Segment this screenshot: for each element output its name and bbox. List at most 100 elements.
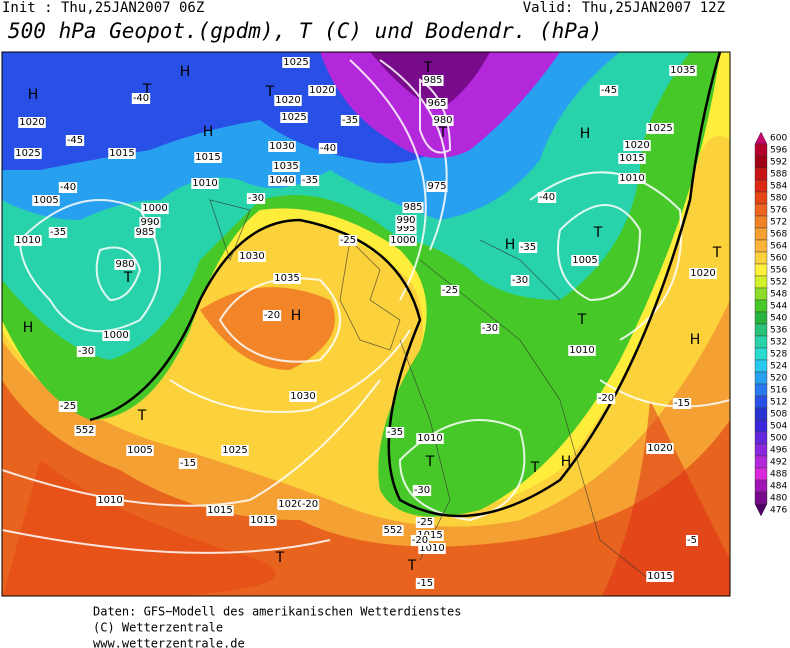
map-label: 1010	[619, 173, 644, 184]
map-label: 1025	[647, 123, 672, 134]
colorbar-label: 564	[770, 242, 787, 252]
label-box	[74, 425, 96, 436]
label-box	[410, 535, 430, 546]
map-label: 1015	[195, 152, 220, 163]
label-box	[18, 117, 46, 128]
map-label: -20	[302, 499, 318, 510]
map-label: 965	[427, 98, 446, 109]
footer-line: (C) Wetterzentrale	[93, 621, 223, 635]
colorbar-swatch	[754, 215, 768, 229]
map-label: 1020	[309, 85, 334, 96]
label-box	[418, 543, 446, 554]
label-box	[76, 346, 96, 357]
map-label: 990	[140, 217, 159, 228]
colorbar-label: 596	[770, 146, 787, 156]
label-box	[646, 123, 674, 134]
colorbar-swatch	[754, 131, 768, 145]
map-label: 1010	[417, 433, 442, 444]
label-box	[672, 398, 692, 409]
label-box	[108, 148, 136, 159]
colorbar-label: 520	[770, 374, 787, 384]
colorbar-swatch	[754, 467, 768, 481]
label-box	[262, 310, 282, 321]
colorbar-swatch	[754, 251, 768, 265]
map-label: -35	[50, 227, 66, 238]
map-label: T	[438, 125, 448, 141]
label-box	[415, 578, 435, 589]
map-label: -30	[78, 346, 94, 357]
map-label: H	[180, 64, 191, 80]
colorbar-swatch	[754, 443, 768, 457]
colorbar-swatch	[754, 311, 768, 325]
label-box	[646, 571, 674, 582]
colorbar-label: 536	[770, 326, 787, 336]
map-label: 1040	[269, 175, 294, 186]
colorbar-swatch	[754, 431, 768, 445]
label-box	[238, 251, 266, 262]
colorbar-label: 476	[770, 506, 787, 516]
label-box	[273, 273, 301, 284]
colorbar-swatch	[754, 167, 768, 181]
map-label: T	[407, 558, 417, 574]
colorbar-label: 568	[770, 230, 787, 240]
label-box	[58, 182, 78, 193]
map-label: 552	[75, 425, 94, 436]
map-label: H	[580, 126, 591, 142]
map-label: -40	[133, 93, 149, 104]
colorbar-label: 484	[770, 482, 787, 492]
map-label: 1020	[624, 140, 649, 151]
label-box	[599, 85, 619, 96]
label-box	[280, 112, 308, 123]
colorbar-label: 488	[770, 470, 787, 480]
map-label: 975	[427, 181, 446, 192]
map-label: 1000	[142, 203, 167, 214]
colorbar-label: 556	[770, 266, 787, 276]
map-label: 1000	[103, 330, 128, 341]
colorbar-swatch	[754, 191, 768, 205]
label-box	[338, 235, 358, 246]
colorbar-swatch	[754, 227, 768, 241]
colorbar-swatch	[754, 263, 768, 277]
colorbar-swatch	[754, 371, 768, 385]
colorbar-swatch	[754, 347, 768, 361]
colorbar-label: 600	[770, 134, 787, 144]
map-label: T	[712, 245, 722, 261]
colorbar-label: 548	[770, 290, 787, 300]
map-label: 1020	[690, 268, 715, 279]
colorbar-label: 540	[770, 314, 787, 324]
map-label: 990	[396, 215, 415, 226]
label-box	[308, 85, 336, 96]
label-box	[300, 499, 320, 510]
map-label: -35	[342, 115, 358, 126]
colorbar-swatch	[754, 299, 768, 313]
label-box	[126, 445, 154, 456]
map-label: -30	[414, 485, 430, 496]
colorbar-label: 576	[770, 206, 787, 216]
map-label: -30	[512, 275, 528, 286]
colorbar-swatch	[754, 335, 768, 349]
map-label: T	[593, 225, 603, 241]
map-label: 1015	[619, 153, 644, 164]
label-box	[178, 458, 198, 469]
label-box	[14, 235, 42, 246]
label-box	[300, 175, 320, 186]
colorbar-swatch	[754, 155, 768, 169]
colorbar-label: 504	[770, 422, 787, 432]
label-box	[440, 285, 460, 296]
label-box	[96, 495, 124, 506]
map-label: 1025	[15, 148, 40, 159]
map-label: 1020	[275, 95, 300, 106]
map-label: 980	[115, 259, 134, 270]
init-time: Init : Thu,25JAN2007 06Z	[2, 0, 204, 16]
label-box	[268, 141, 296, 152]
colorbar-label: 516	[770, 386, 787, 396]
map-label: 1005	[127, 445, 152, 456]
colorbar-label: 572	[770, 218, 787, 228]
map-label: 1025	[281, 112, 306, 123]
label-box	[14, 148, 42, 159]
map-label: H	[291, 308, 302, 324]
map-label: -40	[60, 182, 76, 193]
map-label: 1030	[290, 391, 315, 402]
map-label: H	[561, 454, 572, 470]
